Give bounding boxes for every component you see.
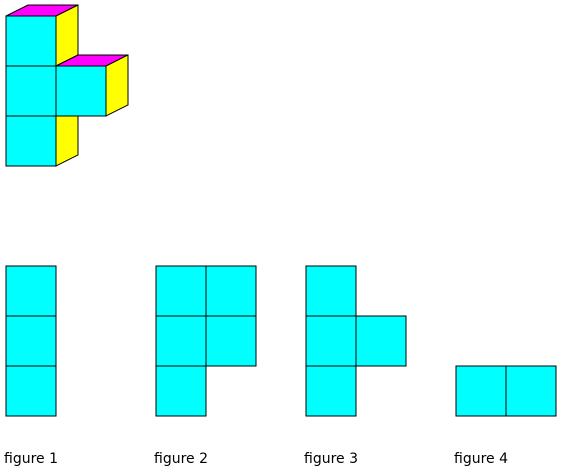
figure-3-square bbox=[305, 265, 357, 317]
figure-3-square bbox=[305, 315, 357, 367]
figure-3-label: figure 3 bbox=[304, 451, 358, 467]
figure-4-label: figure 4 bbox=[454, 451, 508, 467]
front-face-top bbox=[5, 15, 57, 67]
front-face-right bbox=[55, 65, 107, 117]
figure-1-square bbox=[5, 365, 57, 417]
figure-2-square bbox=[205, 315, 257, 367]
figure-3-square bbox=[305, 365, 357, 417]
figure-1-label: figure 1 bbox=[4, 451, 58, 467]
figure-4-square bbox=[455, 365, 507, 417]
figure-2-square bbox=[155, 365, 207, 417]
right-cube-side-face bbox=[105, 54, 129, 117]
front-face-bottom bbox=[5, 115, 57, 167]
figure-1-square bbox=[5, 315, 57, 367]
figure-4-square bbox=[505, 365, 557, 417]
figure-3-view bbox=[305, 265, 407, 417]
figure-2-label: figure 2 bbox=[154, 451, 208, 467]
figure-1-view bbox=[5, 265, 57, 417]
front-face-middle bbox=[5, 65, 57, 117]
figure-4-view bbox=[455, 365, 557, 417]
figure-2-square bbox=[205, 265, 257, 317]
figure-2-view bbox=[155, 265, 257, 417]
figure-2-square bbox=[155, 315, 207, 367]
figure-2-square bbox=[155, 265, 207, 317]
cube-solid-3d bbox=[5, 4, 129, 167]
figure-3-square bbox=[355, 315, 407, 367]
figure-1-square bbox=[5, 265, 57, 317]
